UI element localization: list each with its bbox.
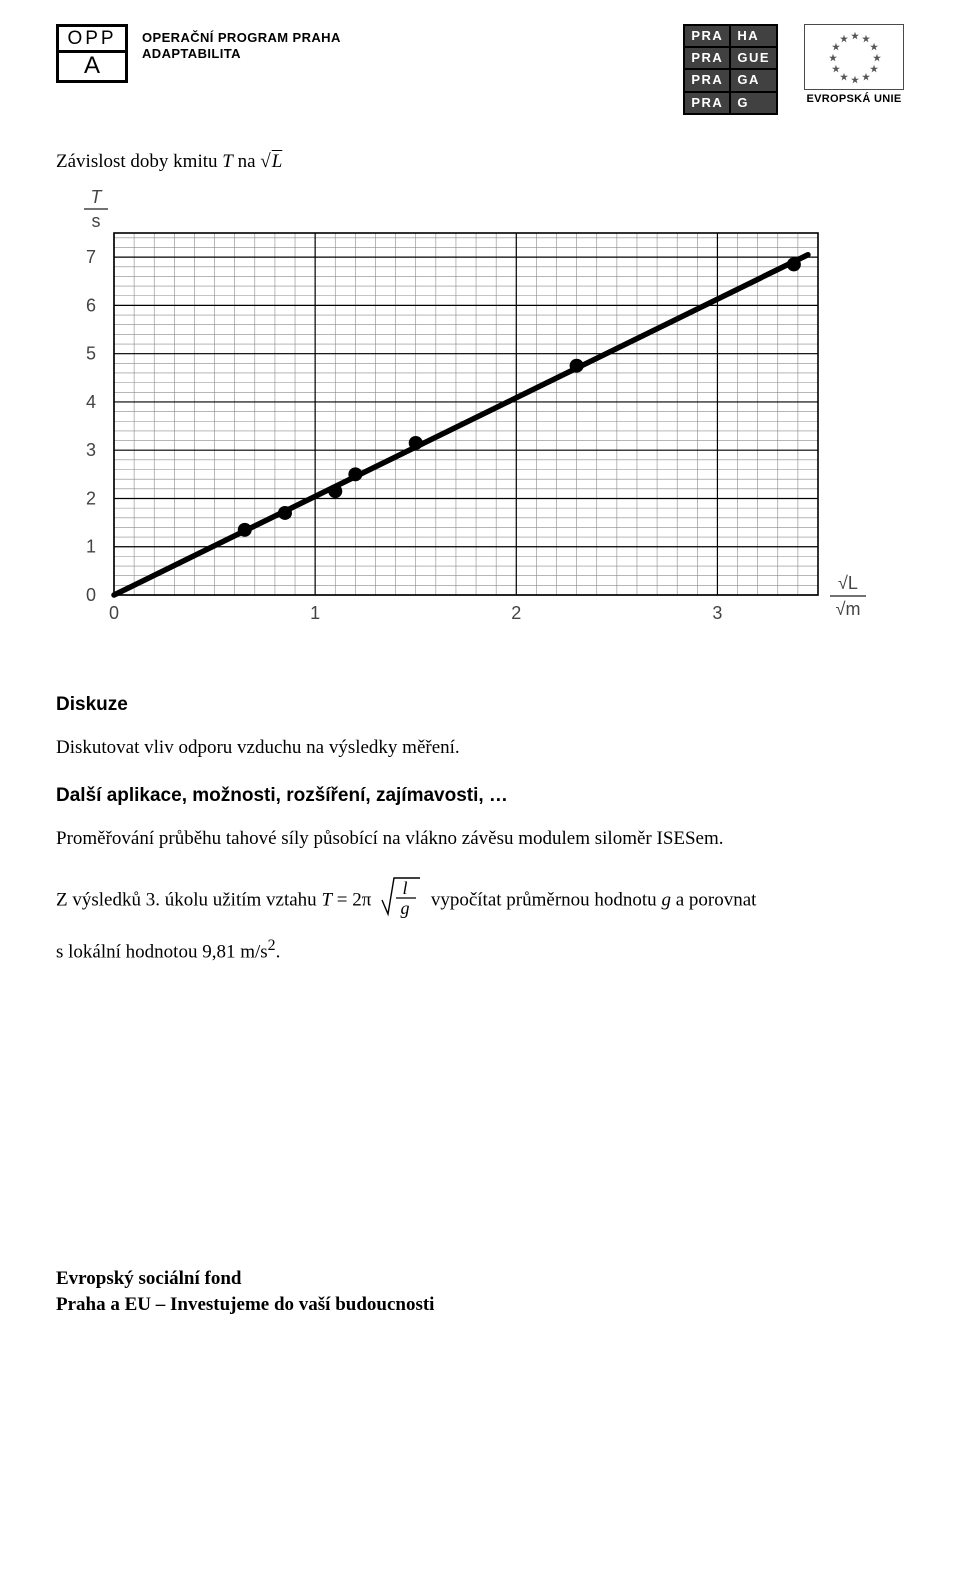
footer-line1: Evropský sociální fond <box>56 1266 904 1293</box>
formula-pre: Z výsledků 3. úkolu užitím vztahu <box>56 890 321 911</box>
title-mid: na <box>233 151 260 172</box>
svg-text:1: 1 <box>86 537 96 557</box>
praha-cell: HA <box>731 26 776 46</box>
svg-text:0: 0 <box>109 603 119 623</box>
oppa-title-line2: ADAPTABILITA <box>142 46 341 62</box>
praha-cell: PRA <box>685 93 729 113</box>
page-header: OPP A OPERAČNÍ PROGRAM PRAHA ADAPTABILIT… <box>56 24 904 115</box>
svg-text:4: 4 <box>86 392 96 412</box>
svg-text:2: 2 <box>511 603 521 623</box>
oppa-title-line1: OPERAČNÍ PROGRAM PRAHA <box>142 30 341 46</box>
formula-line2: s lokální hodnotou 9,81 m/s2. <box>56 935 904 966</box>
sqrt-fraction-icon: l g <box>380 874 422 920</box>
praha-logo: PRA HA PRA GUE PRA GA PRA G <box>683 24 778 115</box>
svg-text:√m: √m <box>836 599 861 619</box>
formula-sqrt: l g <box>380 874 422 929</box>
formula-gvar: g <box>661 890 671 911</box>
formula-T: T <box>321 890 332 911</box>
oppa-logo-line2: A <box>56 53 128 83</box>
title-prefix: Závislost doby kmitu <box>56 151 222 172</box>
page-title: Závislost doby kmitu T na √L <box>56 149 904 176</box>
eu-logo: EVROPSKÁ UNIE <box>804 24 904 107</box>
eu-flag-icon <box>804 24 904 90</box>
title-tvar: T <box>222 151 233 172</box>
praha-cell: GUE <box>731 48 776 68</box>
frac-top: l <box>403 878 408 898</box>
praha-cell: PRA <box>685 26 729 46</box>
frac-bot: g <box>401 898 410 918</box>
chart: 0 1 2 3 4 5 6 7 0 1 2 3 Ts √L √m <box>56 189 876 629</box>
oppa-logo: OPP A <box>56 24 128 83</box>
formula-eq: = 2π <box>332 890 371 911</box>
svg-text:s: s <box>92 211 101 231</box>
svg-text:T: T <box>91 189 104 207</box>
svg-text:5: 5 <box>86 344 96 364</box>
oppa-logo-line1: OPP <box>56 24 128 53</box>
svg-text:1: 1 <box>310 603 320 623</box>
svg-text:2: 2 <box>86 489 96 509</box>
praha-cell: PRA <box>685 48 729 68</box>
svg-text:6: 6 <box>86 296 96 316</box>
formula-paragraph: Z výsledků 3. úkolu užitím vztahu T = 2π… <box>56 874 904 929</box>
formula-post2: a porovnat <box>671 890 756 911</box>
page-footer: Evropský sociální fond Praha a EU – Inve… <box>56 1266 904 1319</box>
title-sqrt-arg: L <box>271 151 283 172</box>
praha-cell: PRA <box>685 70 729 90</box>
praha-cell: GA <box>731 70 776 90</box>
svg-text:3: 3 <box>86 441 96 461</box>
discussion-text: Diskutovat vliv odporu vzduchu na výsled… <box>56 735 904 762</box>
praha-cell: G <box>731 93 776 113</box>
sqrt-icon: √L <box>260 151 282 172</box>
svg-text:7: 7 <box>86 247 96 267</box>
footer-line2: Praha a EU – Investujeme do vaší budoucn… <box>56 1292 904 1319</box>
applications-heading: Další aplikace, možnosti, rozšíření, zaj… <box>56 783 904 810</box>
formula-post: vypočítat průměrnou hodnotu <box>431 890 662 911</box>
header-left: OPP A OPERAČNÍ PROGRAM PRAHA ADAPTABILIT… <box>56 24 341 83</box>
oppa-title: OPERAČNÍ PROGRAM PRAHA ADAPTABILITA <box>142 30 341 63</box>
formula-line2-post: . <box>276 941 281 962</box>
svg-text:0: 0 <box>86 585 96 605</box>
discussion-heading: Diskuze <box>56 692 904 719</box>
formula-exp: 2 <box>268 937 276 954</box>
eu-label: EVROPSKÁ UNIE <box>804 92 904 107</box>
chart-container: 0 1 2 3 4 5 6 7 0 1 2 3 Ts √L √m <box>56 189 904 638</box>
header-right: PRA HA PRA GUE PRA GA PRA G EVROPSKÁ UNI… <box>683 24 904 115</box>
svg-text:√L: √L <box>838 573 858 593</box>
svg-text:3: 3 <box>712 603 722 623</box>
applications-text: Proměřování průběhu tahové síly působící… <box>56 826 904 853</box>
formula-line2-pre: s lokální hodnotou 9,81 m/s <box>56 941 268 962</box>
